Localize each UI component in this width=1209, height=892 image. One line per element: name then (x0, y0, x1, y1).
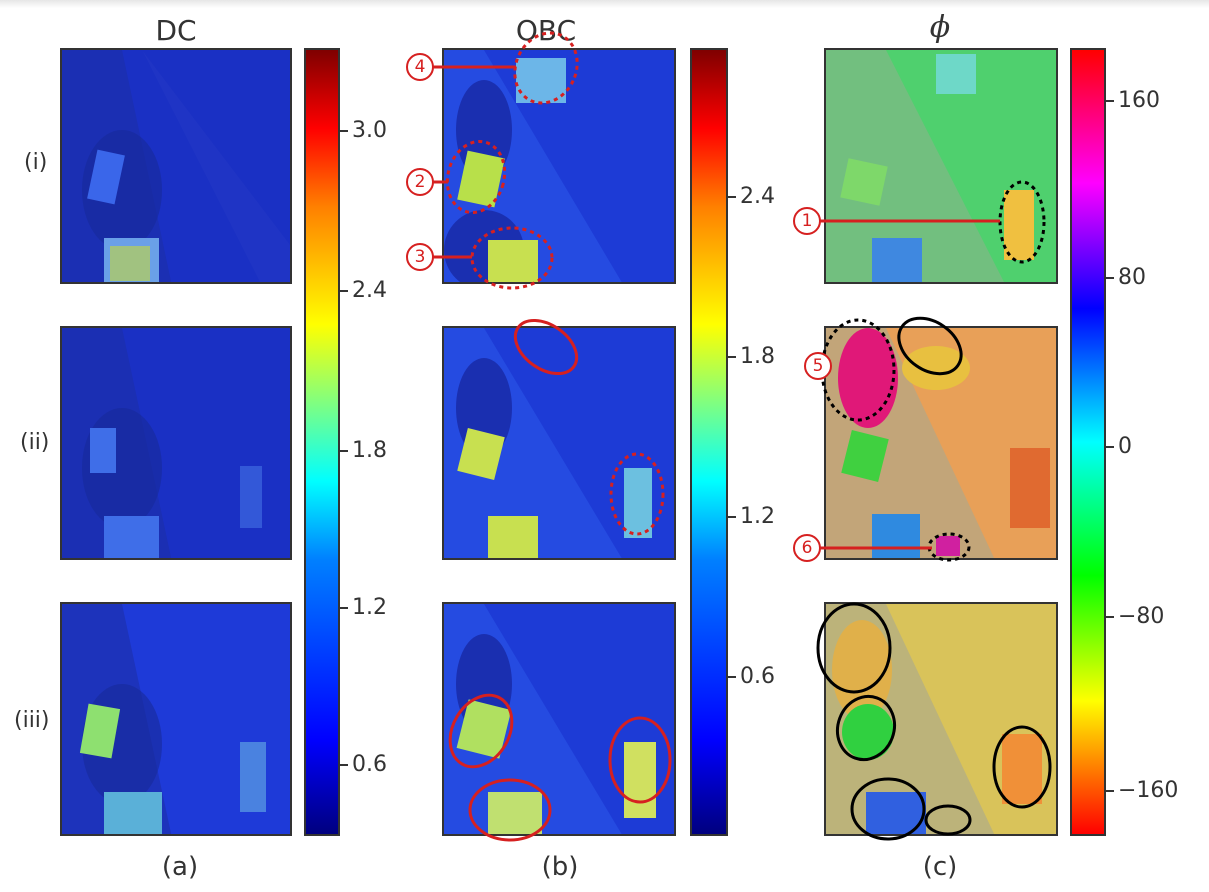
marker-3: 3 (406, 243, 434, 271)
sublabel-b: (b) (541, 852, 579, 882)
column-title-phi: ϕ (929, 10, 951, 45)
obc-tick-label: 2.4 (740, 184, 775, 209)
column-title-dc: DC (155, 14, 197, 47)
phi-tick-label: 80 (1118, 265, 1146, 290)
row-label-iii: (iii) (14, 708, 50, 733)
dc-panel-iii (60, 602, 292, 836)
phi-tick-label: 160 (1118, 88, 1160, 113)
dc-tick-mark (340, 130, 348, 132)
phi-panel-ii (824, 326, 1058, 560)
dc-tick-mark (340, 450, 348, 452)
obc-tick-label: 1.2 (740, 504, 775, 529)
marker-1: 1 (793, 207, 821, 235)
row-label-ii: (ii) (20, 430, 50, 455)
marker-2: 2 (406, 168, 434, 196)
dc-tick-label: 2.4 (352, 278, 387, 303)
phi-tick-mark (1106, 616, 1114, 618)
obc-panel-i (442, 48, 676, 284)
dc-tick-label: 1.8 (352, 438, 387, 463)
sublabel-a: (a) (161, 852, 199, 882)
obc-tick-mark (728, 356, 736, 358)
phi-tick-mark (1106, 790, 1114, 792)
obc-tick-mark (728, 516, 736, 518)
phi-panel-iii (824, 602, 1058, 836)
dc-tick-label: 1.2 (352, 595, 387, 620)
phi-tick-mark (1106, 277, 1114, 279)
row-label-i: (i) (24, 150, 48, 175)
obc-panel-ii (442, 326, 676, 560)
phi-tick-label: −80 (1118, 604, 1165, 629)
dc-colorbar (304, 48, 340, 836)
phi-tick-mark (1106, 100, 1114, 102)
dc-tick-mark (340, 764, 348, 766)
dc-tick-mark (340, 607, 348, 609)
obc-tick-label: 1.8 (740, 344, 775, 369)
phi-panel-i (824, 48, 1058, 284)
obc-panel-iii (442, 602, 676, 836)
top-divider (0, 0, 1209, 8)
dc-panel-ii (60, 326, 292, 560)
phi-tick-label: 0 (1118, 434, 1132, 459)
marker-5: 5 (804, 352, 832, 380)
obc-tick-label: 0.6 (740, 664, 775, 689)
marker-6: 6 (793, 534, 821, 562)
dc-tick-label: 3.0 (352, 118, 387, 143)
column-title-obc: OBC (515, 14, 577, 47)
obc-tick-mark (728, 196, 736, 198)
dc-tick-label: 0.6 (352, 752, 387, 777)
sublabel-c: (c) (922, 852, 958, 882)
marker-4: 4 (406, 53, 434, 81)
obc-colorbar (690, 48, 728, 836)
obc-tick-mark (728, 676, 736, 678)
dc-panel-i (60, 48, 292, 284)
dc-tick-mark (340, 290, 348, 292)
phi-tick-mark (1106, 446, 1114, 448)
phi-colorbar (1070, 48, 1106, 836)
phi-tick-label: −160 (1118, 778, 1179, 803)
